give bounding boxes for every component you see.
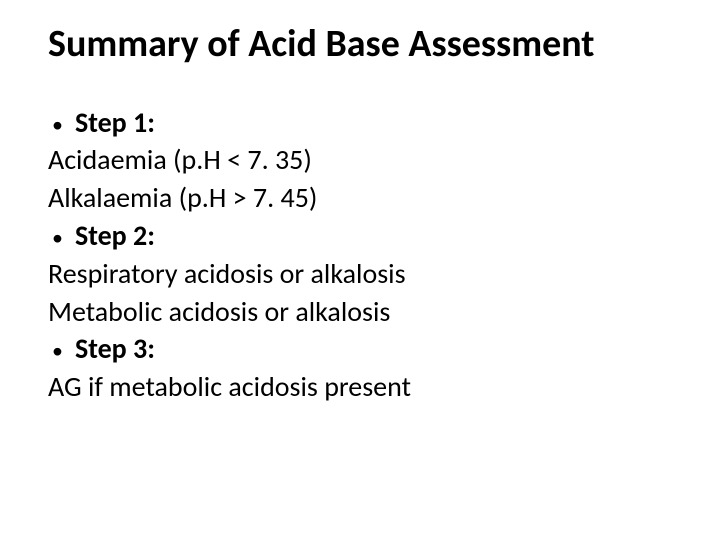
- bullet-step-3: • Step 3:: [48, 330, 672, 368]
- bullet-icon: •: [52, 110, 63, 140]
- step-2-label: Step 2:: [75, 217, 155, 255]
- step-1-label: Step 1:: [75, 104, 155, 142]
- bullet-step-2: • Step 2:: [48, 217, 672, 255]
- slide-title: Summary of Acid Base Assessment: [48, 22, 672, 68]
- step-1-detail-alkalaemia: Alkalaemia (p.H > 7. 45): [48, 179, 672, 217]
- step-3-detail-ag: AG if metabolic acidosis present: [48, 368, 672, 406]
- bullet-icon: •: [52, 336, 63, 366]
- step-3-label: Step 3:: [75, 330, 155, 368]
- slide-content: • Step 1: Acidaemia (p.H < 7. 35) Alkala…: [48, 104, 672, 406]
- bullet-step-1: • Step 1:: [48, 104, 672, 142]
- step-2-detail-metabolic: Metabolic acidosis or alkalosis: [48, 293, 672, 331]
- step-1-detail-acidaemia: Acidaemia (p.H < 7. 35): [48, 141, 672, 179]
- bullet-icon: •: [52, 223, 63, 253]
- step-2-detail-respiratory: Respiratory acidosis or alkalosis: [48, 255, 672, 293]
